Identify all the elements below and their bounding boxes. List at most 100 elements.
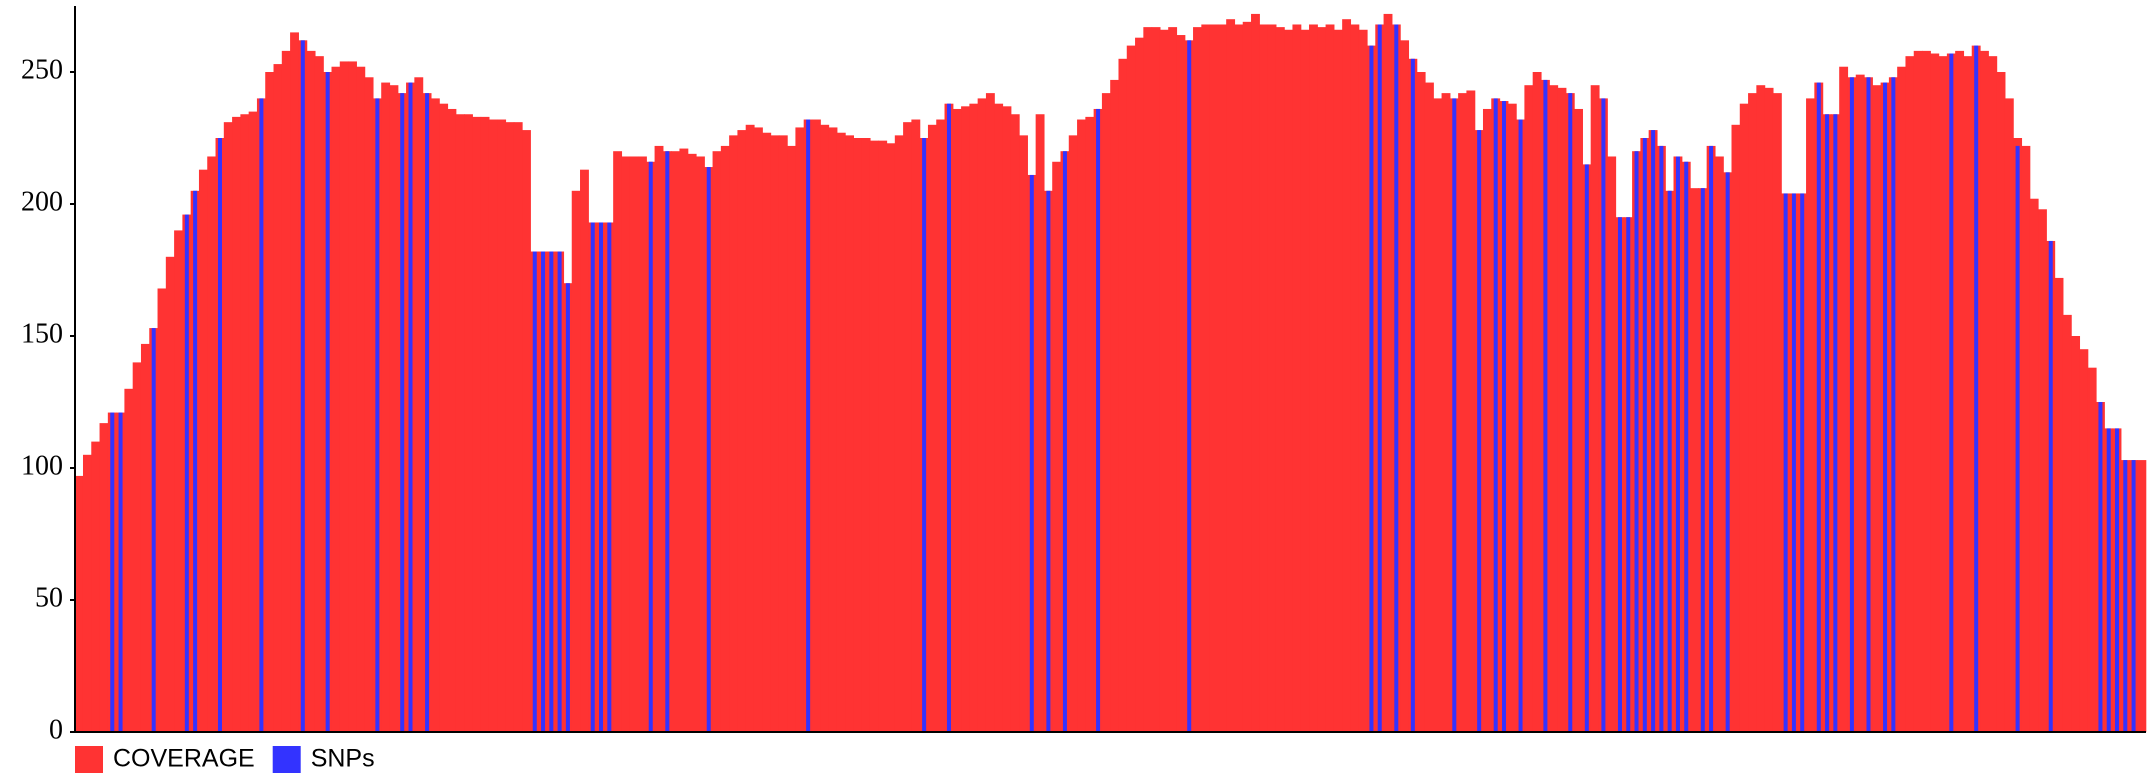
coverage-bar bbox=[861, 138, 871, 732]
coverage-bar bbox=[1690, 188, 1699, 732]
coverage-bar bbox=[1350, 24, 1360, 733]
coverage-bar bbox=[795, 127, 805, 732]
snp-bar bbox=[1849, 77, 1854, 732]
snp-bar bbox=[599, 222, 604, 733]
snp-bar bbox=[549, 251, 554, 732]
coverage-bar bbox=[886, 143, 896, 732]
coverage-bar bbox=[1524, 85, 1534, 732]
coverage-bar bbox=[1416, 72, 1426, 732]
coverage-bar bbox=[1532, 72, 1542, 732]
coverage-bar bbox=[480, 116, 490, 732]
coverage-bar bbox=[265, 72, 275, 732]
coverage-bar bbox=[778, 135, 788, 733]
coverage-bar bbox=[314, 56, 324, 733]
coverage-bar bbox=[207, 156, 217, 733]
snp-bar bbox=[408, 82, 413, 732]
snp-bar bbox=[1617, 217, 1622, 732]
coverage-bar bbox=[439, 103, 449, 733]
coverage-bar bbox=[1996, 72, 2006, 732]
coverage-bar bbox=[845, 135, 854, 733]
y-tick-label: 50 bbox=[35, 582, 63, 613]
coverage-bar bbox=[1077, 119, 1086, 732]
coverage-bar bbox=[1068, 135, 1078, 733]
coverage-bar bbox=[1217, 24, 1227, 733]
coverage-bar bbox=[737, 130, 747, 732]
legend-swatch bbox=[75, 746, 103, 773]
snp-bar bbox=[1377, 24, 1382, 733]
snp-bar bbox=[1046, 190, 1051, 733]
legend-label: SNPs bbox=[311, 745, 375, 773]
coverage-bar bbox=[1342, 19, 1352, 732]
coverage-bar bbox=[687, 153, 697, 733]
snp-bar bbox=[325, 72, 330, 732]
coverage-bar bbox=[389, 85, 399, 732]
coverage-bar bbox=[1872, 85, 1882, 732]
snp-bar bbox=[1891, 77, 1896, 732]
snp-bar bbox=[1791, 193, 1796, 732]
snp-bar bbox=[557, 251, 562, 732]
snp-bar bbox=[1584, 164, 1589, 732]
coverage-bar bbox=[447, 108, 457, 732]
snp-bar bbox=[217, 138, 222, 732]
coverage-bar bbox=[2087, 367, 2097, 732]
legend-swatch bbox=[272, 746, 301, 773]
coverage-bar bbox=[878, 140, 888, 732]
coverage-bar bbox=[132, 362, 142, 732]
snp-bar bbox=[541, 251, 546, 732]
coverage-bar bbox=[1855, 74, 1865, 732]
coverage-bar bbox=[729, 135, 739, 733]
coverage-bar bbox=[1234, 24, 1244, 733]
snp-bar bbox=[1410, 58, 1415, 733]
snp-bar bbox=[1493, 98, 1498, 732]
coverage-bar bbox=[671, 151, 681, 732]
coverage-bar bbox=[306, 50, 316, 732]
coverage-bar bbox=[497, 119, 507, 732]
coverage-bar bbox=[381, 82, 391, 732]
coverage-bar bbox=[1748, 93, 1757, 733]
coverage-bar bbox=[1118, 58, 1128, 733]
snp-bar bbox=[375, 98, 380, 732]
snp-bar bbox=[1700, 188, 1705, 732]
coverage-bar bbox=[522, 130, 531, 732]
coverage-bar bbox=[621, 156, 631, 733]
snp-bar bbox=[1029, 174, 1034, 732]
coverage-bar bbox=[331, 66, 341, 733]
coverage-bar bbox=[99, 423, 109, 732]
coverage-bar bbox=[2021, 145, 2031, 733]
coverage-bar bbox=[364, 77, 374, 732]
snp-bar bbox=[400, 93, 405, 733]
coverage-bar bbox=[1101, 93, 1111, 733]
coverage-bar bbox=[1151, 27, 1161, 733]
coverage-bar bbox=[638, 156, 647, 733]
coverage-bar bbox=[1466, 90, 1476, 733]
coverage-bar bbox=[1035, 114, 1045, 733]
coverage-bar bbox=[994, 103, 1004, 733]
snp-bar bbox=[1833, 114, 1838, 733]
coverage-bar bbox=[455, 114, 465, 733]
coverage-bar bbox=[977, 98, 987, 732]
coverage-bar bbox=[1938, 56, 1948, 733]
snp-bar bbox=[1543, 79, 1548, 733]
coverage-bar bbox=[1242, 21, 1252, 732]
coverage-bar bbox=[281, 50, 291, 732]
coverage-bar bbox=[828, 127, 838, 732]
coverage-bar bbox=[2054, 277, 2064, 732]
coverage-bar bbox=[1333, 29, 1343, 732]
coverage-bar bbox=[1557, 87, 1567, 733]
snp-bar bbox=[151, 328, 156, 732]
coverage-bar bbox=[472, 116, 482, 732]
snp-bar bbox=[1062, 151, 1067, 732]
coverage-bar bbox=[2079, 349, 2089, 732]
coverage-bar bbox=[1897, 66, 1907, 733]
snp-bar bbox=[2048, 240, 2053, 732]
coverage-bar bbox=[140, 343, 150, 732]
snp-bar bbox=[259, 98, 264, 732]
snp-bar bbox=[425, 93, 430, 733]
coverage-bar bbox=[836, 132, 846, 733]
coverage-bar bbox=[1168, 27, 1178, 733]
coverage-bar bbox=[513, 122, 523, 732]
coverage-bar bbox=[745, 124, 755, 733]
snp-bar bbox=[1866, 77, 1871, 732]
coverage-bar bbox=[1739, 103, 1749, 733]
